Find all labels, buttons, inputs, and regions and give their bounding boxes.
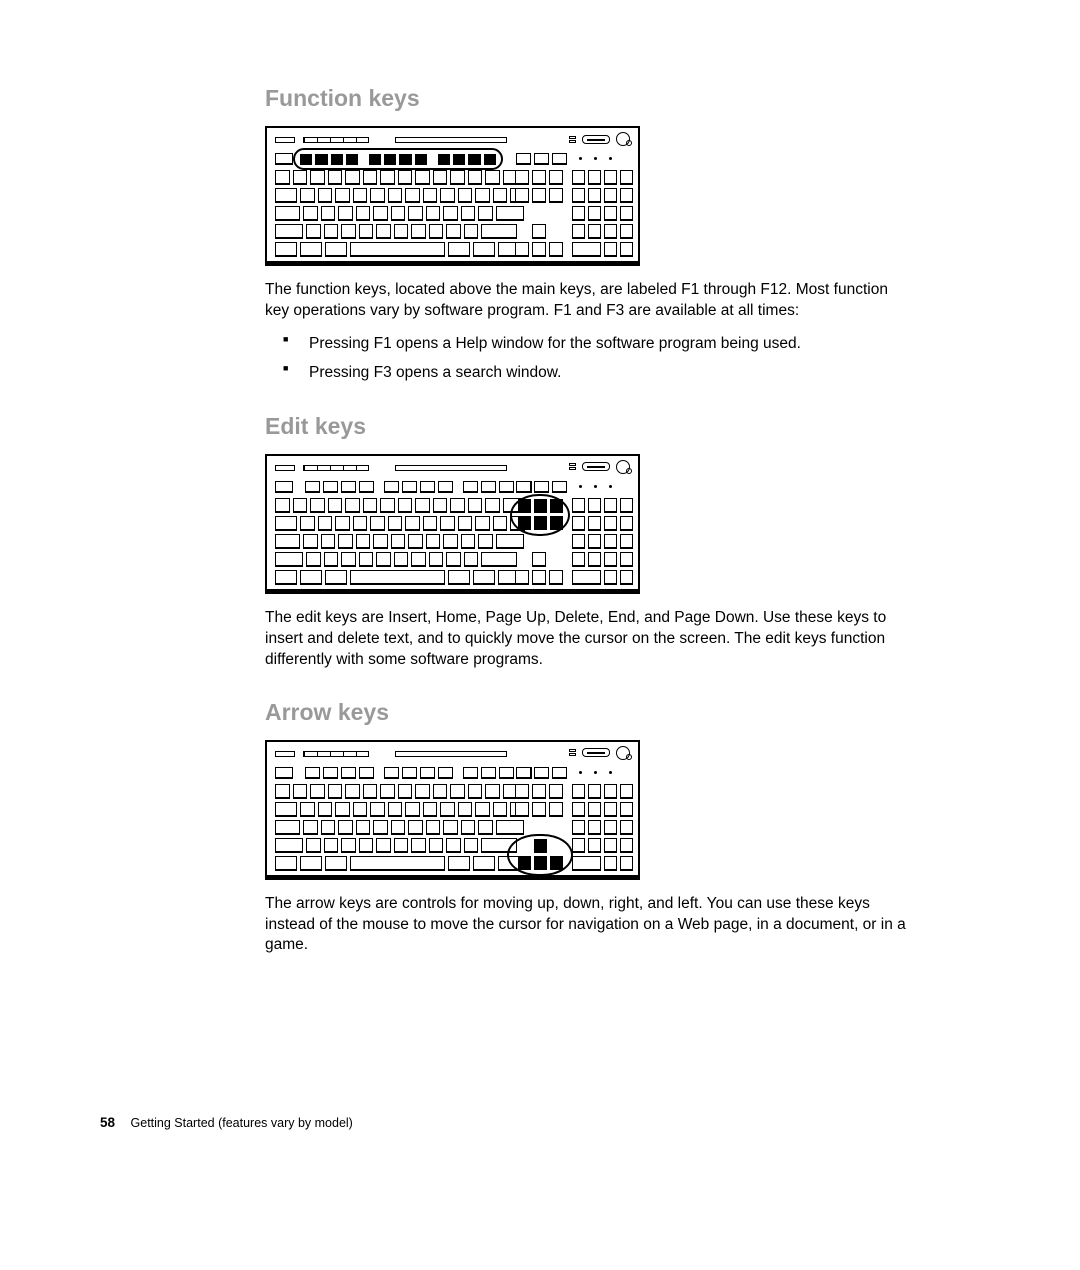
bullet-f3: Pressing F3 opens a search window. <box>283 361 915 385</box>
footer-text: Getting Started (features vary by model) <box>131 1116 353 1130</box>
keyboard-diagram-function <box>265 126 640 266</box>
keyboard-diagram-edit <box>265 454 640 594</box>
para-arrow-keys: The arrow keys are controls for moving u… <box>265 894 915 957</box>
heading-arrow-keys: Arrow keys <box>265 699 915 726</box>
para-function-keys: The function keys, located above the mai… <box>265 280 915 322</box>
heading-function-keys: Function keys <box>265 85 915 112</box>
bullet-f1: Pressing F1 opens a Help window for the … <box>283 332 915 356</box>
page: Function keys <box>0 0 1080 1270</box>
page-footer: 58 Getting Started (features vary by mod… <box>100 1115 353 1130</box>
bullets-function-keys: Pressing F1 opens a Help window for the … <box>283 332 915 385</box>
content-column: Function keys <box>265 85 915 956</box>
highlight-function-keys <box>293 148 503 170</box>
para-edit-keys: The edit keys are Insert, Home, Page Up,… <box>265 608 915 671</box>
keyboard-diagram-arrow <box>265 740 640 880</box>
heading-edit-keys: Edit keys <box>265 413 915 440</box>
page-number: 58 <box>100 1115 115 1130</box>
